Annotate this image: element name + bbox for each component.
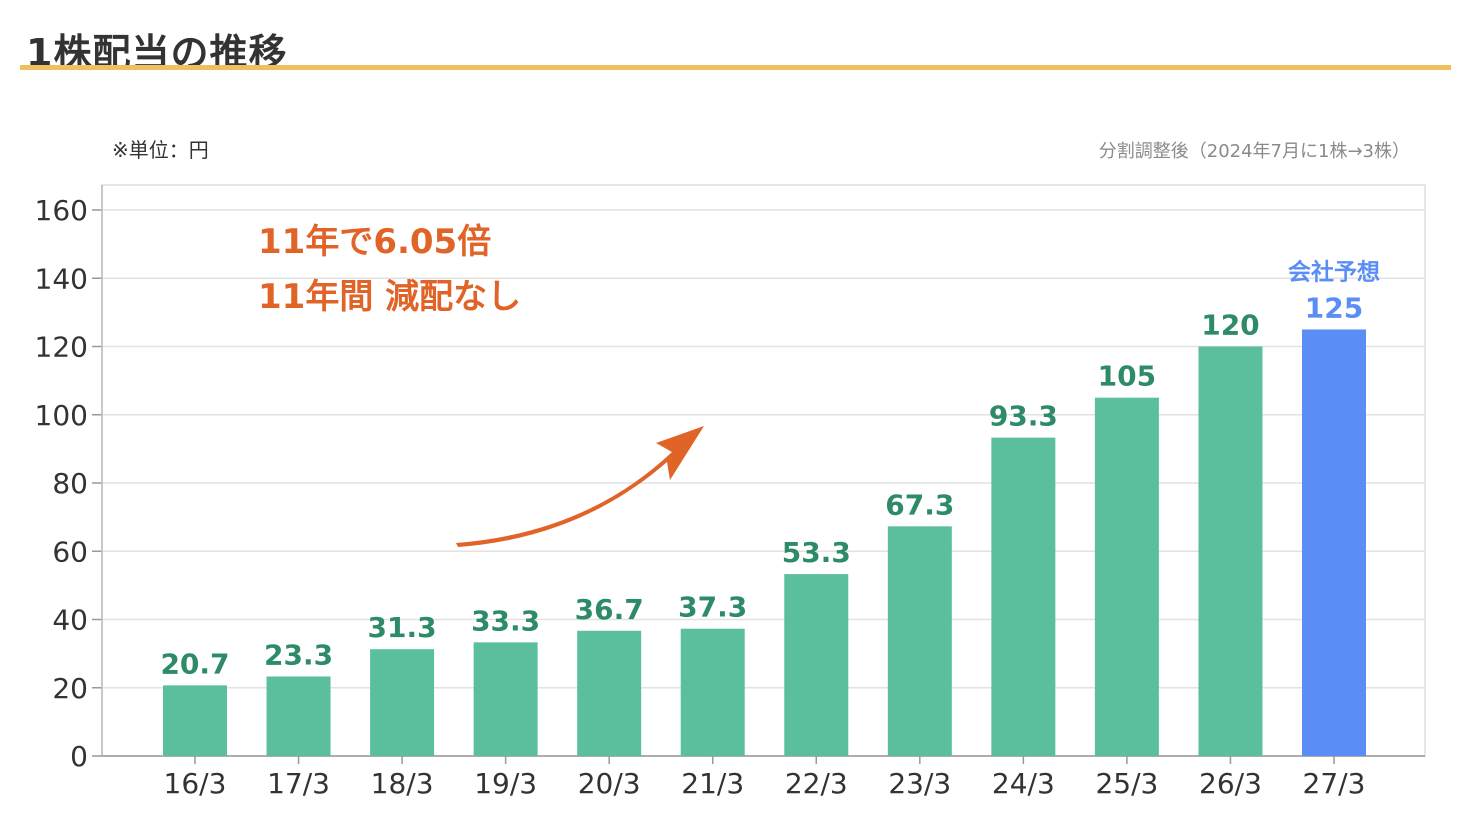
- split-adjustment-note: 分割調整後（2024年7月に1株→3株）: [1098, 141, 1410, 162]
- x-tick-label: 24/3: [992, 767, 1055, 800]
- x-axis: 16/3 17/3 18/3 19/3 20/3 21/3 22/3 23/3 24/3 25/3…: [164, 756, 1366, 800]
- x-tick-label: 20/3: [578, 767, 641, 800]
- data-label: 37.3: [678, 591, 747, 624]
- y-tick-label: 160: [35, 194, 88, 227]
- unit-label: ※単位：円: [112, 138, 209, 162]
- y-tick-label: 120: [35, 331, 88, 364]
- bar: [473, 642, 538, 756]
- data-label: 105: [1098, 360, 1156, 393]
- forecast-label: 会社予想: [1288, 258, 1380, 285]
- data-label: 36.7: [575, 593, 644, 626]
- title-underline: [20, 65, 1451, 70]
- data-label: 67.3: [885, 488, 954, 521]
- x-tick-label: 25/3: [1095, 767, 1158, 800]
- growth-arrow-icon: [456, 426, 704, 547]
- bar: [784, 574, 849, 756]
- y-tick-label: 100: [35, 399, 88, 432]
- y-tick-label: 40: [52, 604, 88, 637]
- x-tick-label: 26/3: [1199, 767, 1262, 800]
- x-tick-label: 16/3: [164, 767, 227, 800]
- y-tick-label: 80: [52, 467, 88, 500]
- x-tick-label: 27/3: [1303, 767, 1366, 800]
- data-label: 31.3: [368, 611, 437, 644]
- x-tick-label: 23/3: [888, 767, 951, 800]
- bar: [266, 676, 331, 756]
- bar: [577, 630, 642, 756]
- data-label: 53.3: [782, 536, 851, 569]
- y-tick-label: 60: [52, 535, 88, 568]
- annotation-growth: 11年で6.05倍: [258, 222, 491, 262]
- bar: [1198, 346, 1263, 756]
- y-axis: 0 20 40 60 80 100 120 140 160: [35, 185, 1425, 773]
- data-label: 20.7: [160, 647, 229, 680]
- bar: [887, 526, 952, 756]
- data-label: 93.3: [989, 400, 1058, 433]
- bars: 20.7 23.3 31.3 33.3 36.7 37.3 53.3 67.3 93.3 105 1…: [160, 258, 1380, 756]
- bar: [991, 437, 1056, 756]
- bar: [370, 649, 435, 756]
- x-tick-label: 22/3: [785, 767, 848, 800]
- x-tick-label: 19/3: [474, 767, 537, 800]
- data-label: 23.3: [264, 638, 333, 671]
- x-tick-label: 21/3: [681, 767, 744, 800]
- y-tick-label: 20: [52, 672, 88, 705]
- y-tick-label: 0: [70, 740, 88, 773]
- bar: [1094, 397, 1159, 756]
- annotation-no-cut: 11年間 減配なし: [258, 277, 521, 317]
- y-tick-label: 140: [35, 262, 88, 295]
- x-tick-label: 17/3: [267, 767, 330, 800]
- bar: [680, 628, 745, 756]
- x-tick-label: 18/3: [371, 767, 434, 800]
- bar-forecast: [1302, 329, 1366, 756]
- bar: [163, 685, 227, 756]
- data-label: 120: [1201, 309, 1259, 342]
- data-label: 33.3: [471, 604, 540, 637]
- data-label: 125: [1305, 291, 1363, 324]
